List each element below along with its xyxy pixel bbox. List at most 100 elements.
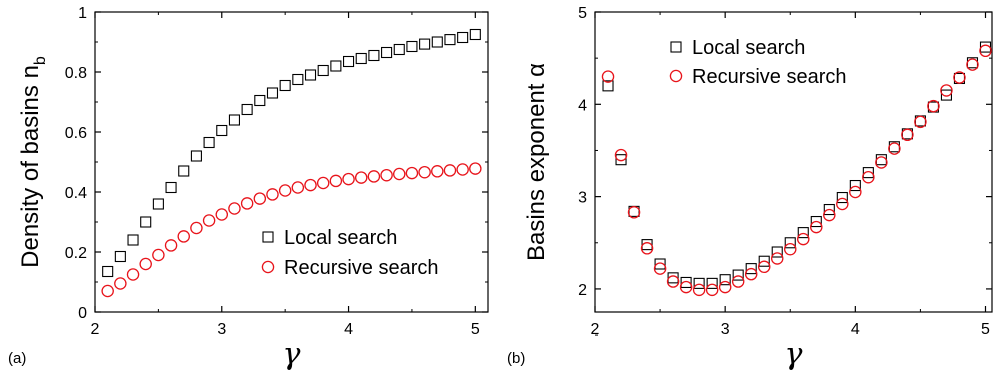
y-tick-label: 0.4 <box>65 185 87 202</box>
y-tick-label: 0.2 <box>65 245 87 262</box>
data-point-square <box>706 277 718 289</box>
data-point-square <box>228 114 241 126</box>
data-point-square <box>862 167 874 179</box>
data-point-square <box>368 49 380 62</box>
data-point-square <box>836 191 848 204</box>
data-point-square <box>680 276 692 289</box>
y-tick-label: 0.8 <box>65 65 87 82</box>
data-point-square <box>823 203 835 216</box>
data-point-square <box>279 79 291 92</box>
data-point-circle <box>666 275 680 288</box>
x-tick-label: 5 <box>981 321 990 338</box>
y-axis-title: Basins exponent α <box>523 63 550 261</box>
data-point-square <box>381 46 393 59</box>
y-tick-label: 3 <box>578 190 587 207</box>
data-point-circle <box>810 220 823 234</box>
data-point-circle <box>240 197 254 210</box>
legend-marker-square <box>262 231 274 243</box>
legend: Local search Recursive search <box>261 227 439 279</box>
data-point-circle <box>253 192 267 205</box>
x-tick-label: 2 <box>91 321 100 338</box>
data-point-circle <box>627 206 641 219</box>
data-point-circle <box>875 156 888 169</box>
data-point-circle <box>101 284 114 298</box>
data-point-square <box>784 237 796 249</box>
data-point-circle <box>215 208 229 221</box>
legend-marker-circle <box>669 69 683 83</box>
data-point-circle <box>202 214 216 227</box>
data-point-square <box>140 216 152 228</box>
y-tick-label: 2 <box>578 282 587 299</box>
data-point-circle <box>797 232 810 246</box>
data-point-square <box>342 55 355 68</box>
data-point-square <box>758 255 770 267</box>
data-point-square <box>317 64 329 77</box>
data-point-circle <box>770 252 784 265</box>
x-axis-title: γ <box>283 337 301 372</box>
legend-label: Recursive search <box>692 66 847 88</box>
data-point-circle <box>731 275 745 288</box>
data-point-square <box>771 246 783 258</box>
data-point-square <box>940 89 952 101</box>
data-point-circle <box>291 181 305 194</box>
data-point-square <box>152 198 164 210</box>
data-point-circle <box>979 44 992 58</box>
data-point-circle <box>705 283 719 297</box>
data-point-circle <box>114 277 127 290</box>
data-point-circle <box>757 260 771 274</box>
data-point-circle <box>152 248 165 262</box>
data-point-circle <box>862 170 875 184</box>
series-recursive-search <box>601 44 992 297</box>
data-point-circle <box>601 70 615 83</box>
y-tick-label: 5 <box>578 5 587 22</box>
data-point-circle <box>914 115 927 129</box>
y-axis-title: Density of basins nb <box>17 56 49 268</box>
data-point-circle <box>342 172 355 186</box>
y-tick-label: 4 <box>578 97 587 114</box>
x-tick-label: 3 <box>217 321 226 338</box>
data-point-circle <box>177 230 190 243</box>
panel-b: 2 3 4 5 2 3 4 5 γ Basins exponent α (b) Local searc… <box>507 5 993 372</box>
data-point-square <box>292 73 304 86</box>
panel-a: 2 3 4 5 0 0.2 0.4 0.6 0.8 1 γ Density of basins nb (… <box>8 5 489 372</box>
data-point-square <box>875 154 887 166</box>
data-point-circle <box>329 174 343 188</box>
data-point-square <box>254 94 266 107</box>
data-point-circle <box>469 162 482 175</box>
panel-label: (a) <box>8 350 26 367</box>
data-point-circle <box>278 184 292 197</box>
y-axis-title-text: Basins exponent α <box>523 63 550 261</box>
x-tick-label: 5 <box>471 321 480 338</box>
data-point-square <box>355 52 367 65</box>
series-local-search <box>102 28 481 278</box>
data-point-square <box>419 38 431 50</box>
data-point-circle <box>367 170 381 183</box>
y-tick-label: 0 <box>78 305 87 322</box>
data-point-circle <box>836 197 849 211</box>
x-tick-label: 4 <box>344 321 353 338</box>
data-point-square <box>165 181 177 194</box>
data-point-circle <box>304 178 317 192</box>
data-point-square <box>127 234 139 246</box>
panel-label: (b) <box>507 350 525 367</box>
data-point-circle <box>744 267 758 281</box>
data-point-square <box>216 124 228 137</box>
data-point-circle <box>953 71 966 84</box>
data-point-circle <box>164 239 178 252</box>
data-point-square <box>102 265 114 278</box>
data-point-circle <box>640 242 654 255</box>
data-point-circle <box>718 280 732 294</box>
data-point-square <box>469 28 481 41</box>
data-point-square <box>431 36 443 48</box>
data-point-circle <box>692 283 706 297</box>
data-point-square <box>304 69 317 81</box>
data-point-square <box>602 80 614 92</box>
data-point-square <box>654 258 666 270</box>
data-point-square <box>406 40 418 53</box>
data-point-square <box>330 60 342 72</box>
y-axis-title-subscript: b <box>32 56 49 65</box>
y-tick-label: 1 <box>78 5 87 22</box>
data-point-circle <box>266 188 279 201</box>
data-point-circle <box>443 164 457 177</box>
data-point-circle <box>139 257 152 271</box>
